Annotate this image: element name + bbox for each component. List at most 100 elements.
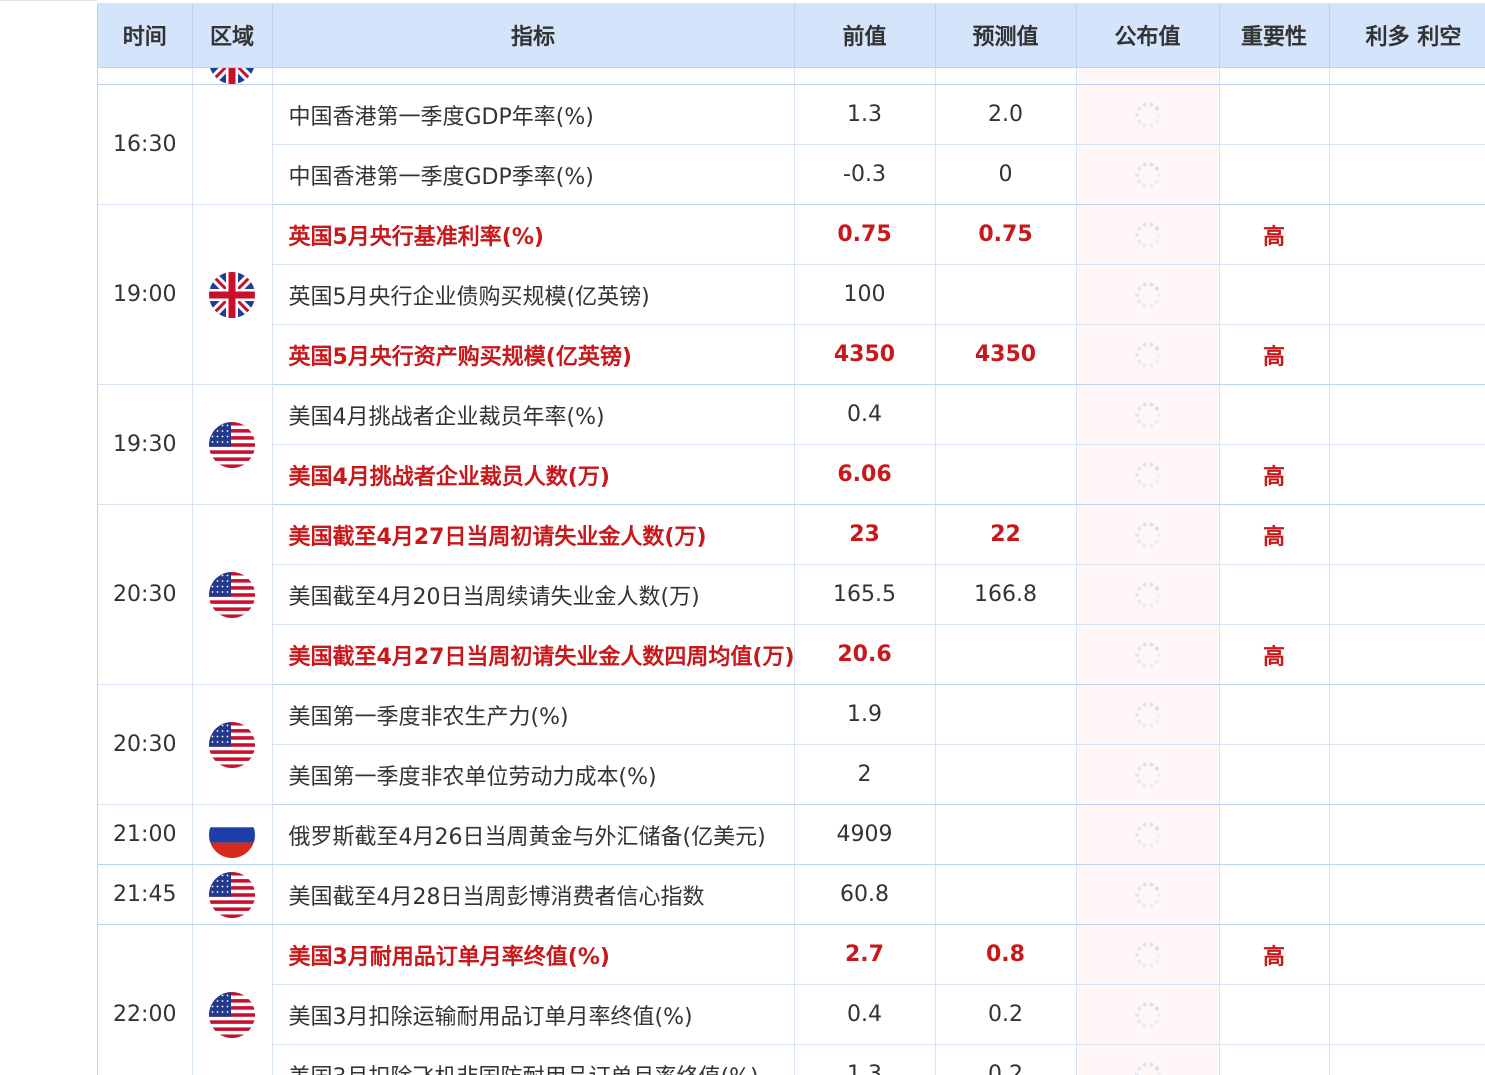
effect-cell	[1329, 504, 1485, 565]
indicator-cell[interactable]: 美国第一季度非农生产力(%)	[272, 684, 795, 745]
table-row[interactable]: 英国5月央行企业债购买规模(亿英镑) 100	[98, 264, 1485, 325]
us-flag-icon	[209, 871, 255, 918]
uk-flag-icon	[209, 67, 255, 84]
table-row[interactable]: 美国3月扣除飞机非国防耐用品订单月率终值(%) 1.3 0.2	[98, 1044, 1485, 1075]
table-row[interactable]: 16:30 中国香港第一季度GDP年率(%) 1.3 2.0	[98, 84, 1485, 205]
loading-spinner-icon	[1133, 1060, 1163, 1075]
indicator-cell[interactable]: 美国4月挑战者企业裁员人数(万)	[272, 444, 795, 505]
header-actual[interactable]: 公布值	[1076, 3, 1220, 68]
forecast-value	[935, 684, 1077, 745]
indicator-cell[interactable]: 俄罗斯截至4月26日当周黄金与外汇储备(亿美元)	[272, 804, 795, 865]
zone-cell	[192, 204, 273, 385]
actual-value	[1076, 744, 1220, 805]
actual-value	[1076, 984, 1220, 1045]
indicator-cell[interactable]: 美国截至4月28日当周彭博消费者信心指数	[272, 864, 795, 925]
table-row[interactable]: 20:30 美国截至4月27日当周初请失业金人数(万) 23 22 高	[98, 504, 1485, 685]
indicator-cell[interactable]: 美国截至4月27日当周初请失业金人数四周均值(万)	[272, 624, 795, 685]
zone-cell	[192, 924, 273, 1075]
forecast-value: 0	[935, 144, 1077, 205]
indicator-cell[interactable]: 美国4月挑战者企业裁员年率(%)	[272, 384, 795, 445]
indicator-cell[interactable]: 英国5月央行企业债购买规模(亿英镑)	[272, 264, 795, 325]
header-effect[interactable]: 利多 利空	[1329, 3, 1485, 68]
forecast-value: 0.2	[935, 984, 1077, 1045]
prev-value: 4350	[794, 324, 936, 385]
prev-value: 23	[794, 504, 936, 565]
table-row[interactable]: 美国截至4月27日当周初请失业金人数四周均值(万) 20.6 高	[98, 624, 1485, 685]
zone-cell	[192, 504, 273, 685]
table-row[interactable]: 中国香港第一季度GDP季率(%) -0.3 0	[98, 144, 1485, 205]
table-row[interactable]: 19:00 英国5月央行基准利率(%) 0.75 0.75 高	[98, 204, 1485, 385]
us-flag-icon	[209, 421, 255, 468]
loading-spinner-icon	[1133, 460, 1163, 490]
table-row[interactable]: 美国截至4月20日当周续请失业金人数(万) 165.5 166.8	[98, 564, 1485, 625]
loading-spinner-icon	[1133, 100, 1163, 130]
prev-value: 1.3	[794, 84, 936, 145]
table-row[interactable]: 美国第一季度非农单位劳动力成本(%) 2	[98, 744, 1485, 805]
indicator-cell[interactable]: 美国截至4月27日当周初请失业金人数(万)	[272, 504, 795, 565]
prev-value: 100	[794, 264, 936, 325]
importance-value	[1219, 684, 1330, 745]
indicator-cell[interactable]: 美国3月耐用品订单月率终值(%)	[272, 924, 795, 985]
indicator-cell[interactable]: 英国5月央行资产购买规模(亿英镑)	[272, 324, 795, 385]
cell-time	[98, 67, 193, 85]
forecast-value: 0.2	[935, 1044, 1077, 1075]
importance-value	[1219, 564, 1330, 625]
forecast-value: 4350	[935, 324, 1077, 385]
loading-spinner-icon	[1133, 580, 1163, 610]
forecast-value: 2.0	[935, 84, 1077, 145]
indicator-cell[interactable]: 美国3月扣除运输耐用品订单月率终值(%)	[272, 984, 795, 1045]
indicator-cell[interactable]: 美国第一季度非农单位劳动力成本(%)	[272, 744, 795, 805]
forecast-value: 166.8	[935, 564, 1077, 625]
importance-value: 高	[1219, 324, 1330, 385]
loading-spinner-icon	[1133, 400, 1163, 430]
effect-cell	[1329, 564, 1485, 625]
prev-value: 0.4	[794, 384, 936, 445]
table-row[interactable]: 美国4月挑战者企业裁员人数(万) 6.06 高	[98, 444, 1485, 505]
actual-value	[1076, 804, 1220, 865]
table-header: 时间 区域 指标 前值 预测值 公布值 重要性 利多 利空	[98, 3, 1485, 68]
prev-value: 6.06	[794, 444, 936, 505]
forecast-value: 0.8	[935, 924, 1077, 985]
prev-value: -0.3	[794, 144, 936, 205]
table-row[interactable]: 英国5月央行资产购买规模(亿英镑) 4350 4350 高	[98, 324, 1485, 385]
header-forecast[interactable]: 预测值	[935, 3, 1077, 68]
header-prev[interactable]: 前值	[794, 3, 936, 68]
russia-flag-icon	[209, 811, 255, 858]
indicator-cell[interactable]: 英国5月央行基准利率(%)	[272, 204, 795, 265]
importance-value	[1219, 1044, 1330, 1075]
actual-value	[1076, 624, 1220, 685]
time-cell: 21:45	[98, 864, 193, 925]
forecast-value	[935, 444, 1077, 505]
effect-cell	[1329, 384, 1485, 445]
loading-spinner-icon	[1133, 340, 1163, 370]
loading-spinner-icon	[1133, 760, 1163, 790]
calendar-table: 时间 区域 指标 前值 预测值 公布值 重要性 利多 利空 16:30	[98, 3, 1485, 1075]
table-row[interactable]: 19:30 美国4月挑战者企业裁员年率(%) 0.4	[98, 384, 1485, 505]
time-cell: 21:00	[98, 804, 193, 865]
indicator-cell[interactable]: 中国香港第一季度GDP年率(%)	[272, 84, 795, 145]
header-zone[interactable]: 区域	[192, 3, 273, 68]
indicator-cell[interactable]: 美国3月扣除飞机非国防耐用品订单月率终值(%)	[272, 1044, 795, 1075]
loading-spinner-icon	[1133, 1000, 1163, 1030]
effect-cell	[1329, 1044, 1485, 1075]
importance-value	[1219, 264, 1330, 325]
forecast-value	[935, 264, 1077, 325]
loading-spinner-icon	[1133, 880, 1163, 910]
header-indicator[interactable]: 指标	[272, 3, 795, 68]
forecast-value	[935, 624, 1077, 685]
table-row[interactable]: 20:30 美国第一季度非农生产力(%) 1.9	[98, 684, 1485, 805]
importance-value	[1219, 804, 1330, 865]
effect-cell	[1329, 864, 1485, 925]
table-row[interactable]: 美国3月扣除运输耐用品订单月率终值(%) 0.4 0.2	[98, 984, 1485, 1045]
indicator-cell[interactable]: 中国香港第一季度GDP季率(%)	[272, 144, 795, 205]
table-row[interactable]: 21:00 俄罗斯截至4月26日当周黄金与外汇储备(亿美元) 4909	[98, 804, 1485, 865]
indicator-cell[interactable]: 美国截至4月20日当周续请失业金人数(万)	[272, 564, 795, 625]
table-row[interactable]: 21:45 美国截至4月28日当周彭博消费者信心指数 60.8	[98, 864, 1485, 925]
forecast-value	[935, 744, 1077, 805]
cell-indicator	[272, 67, 795, 85]
importance-value: 高	[1219, 504, 1330, 565]
us-flag-icon	[209, 991, 255, 1038]
table-row[interactable]: 22:00 美国3月耐用品订单月率终值(%) 2.7 0.8 高	[98, 924, 1485, 1075]
header-importance[interactable]: 重要性	[1219, 3, 1330, 68]
header-time[interactable]: 时间	[98, 3, 193, 68]
